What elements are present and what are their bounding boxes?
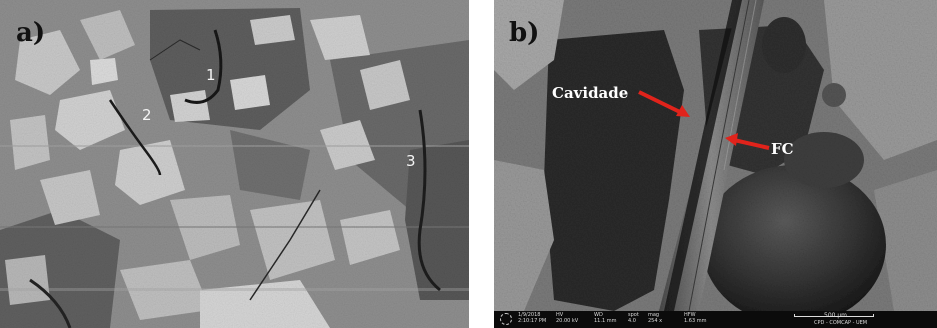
sem-spot: spot 4.0 [628,312,639,324]
sem-hfw-header: HFW [684,312,696,318]
sem-hfw: HFW 1.63 mm [684,312,706,324]
marker-1: 1 [206,66,216,84]
sem-mag-value: 254 x [648,318,663,324]
sem-date: 1/9/2018 [518,312,541,318]
lab-label: CPD - COMCAP - UEM [814,320,868,326]
micrograph-panel-a: a) 1 2 3 [0,0,469,328]
sem-datetime: 1/9/2018 2:10:17 PM [518,312,546,324]
microscope-logo-icon [500,313,512,325]
sem-hv: HV 20.00 kV [556,312,578,324]
cavity-annotation: Cavidade [552,84,629,102]
sem-spot-header: spot [628,312,639,318]
sem-time: 2:10:17 PM [518,318,547,324]
marker-2: 2 [142,106,152,124]
sem-wd: WD 11.1 mm [594,312,616,324]
panel-label-a: a) [16,18,46,48]
sem-info-bar: 1/9/2018 2:10:17 PM HV 20.00 kV WD 11.1 … [494,311,937,328]
micrograph-a-image [0,0,469,328]
scale-bar [794,314,874,317]
micrograph-b-image [494,0,937,328]
sem-hfw-value: 1.63 mm [684,318,707,324]
sem-mag: mag 254 x [648,312,662,324]
sem-mag-header: mag [648,312,660,318]
sem-hv-header: HV [556,312,564,318]
scale-bar-label: 500 µm [824,312,848,319]
marker-3: 3 [406,152,416,170]
sem-spot-value: 4.0 [628,318,636,324]
panel-label-b: b) [509,18,540,48]
sem-wd-header: WD [594,312,603,318]
sem-hv-value: 20.00 kV [556,318,579,324]
fiber-annotation: FC [771,140,794,158]
sem-wd-value: 11.1 mm [594,318,617,324]
micrograph-panel-b: b) Cavidade FC 1/9/2018 2:10:17 PM HV 20… [494,0,937,328]
